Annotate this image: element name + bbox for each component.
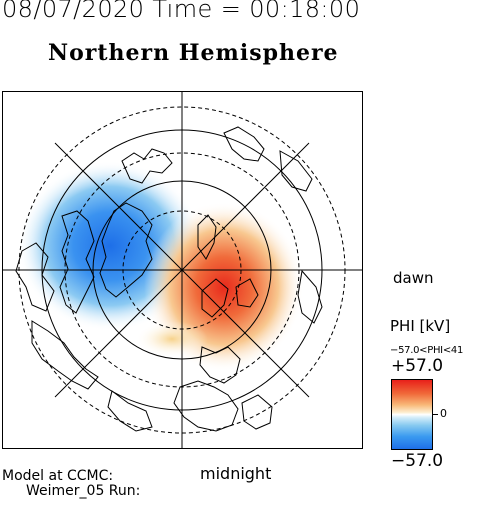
midnight-label: midnight <box>200 464 272 483</box>
run-label: Weimer_05 Run: <box>26 483 141 499</box>
model-label: Model at CCMC: <box>2 468 114 484</box>
dawn-label: dawn <box>393 269 434 287</box>
map-svg <box>2 91 363 449</box>
date-time-title: 08/07/2020 Time = 00:18:00 <box>2 0 361 23</box>
colorbar-zero-tick <box>433 414 438 415</box>
polar-potential-map <box>2 91 363 449</box>
potential-field <box>19 161 304 372</box>
hemisphere-title: Northern Hemisphere <box>48 40 339 66</box>
legend-range: −57.0<PHI<41 <box>390 345 464 356</box>
legend-title: PHI [kV] <box>390 317 451 335</box>
positive-potential-lobe <box>136 321 208 357</box>
legend-zero-label: 0 <box>440 407 447 420</box>
meridian-lines <box>2 91 363 449</box>
legend-max-label: +57.0 <box>391 356 444 376</box>
color-scale-bar <box>391 379 433 450</box>
legend-min-label: −57.0 <box>391 451 444 471</box>
